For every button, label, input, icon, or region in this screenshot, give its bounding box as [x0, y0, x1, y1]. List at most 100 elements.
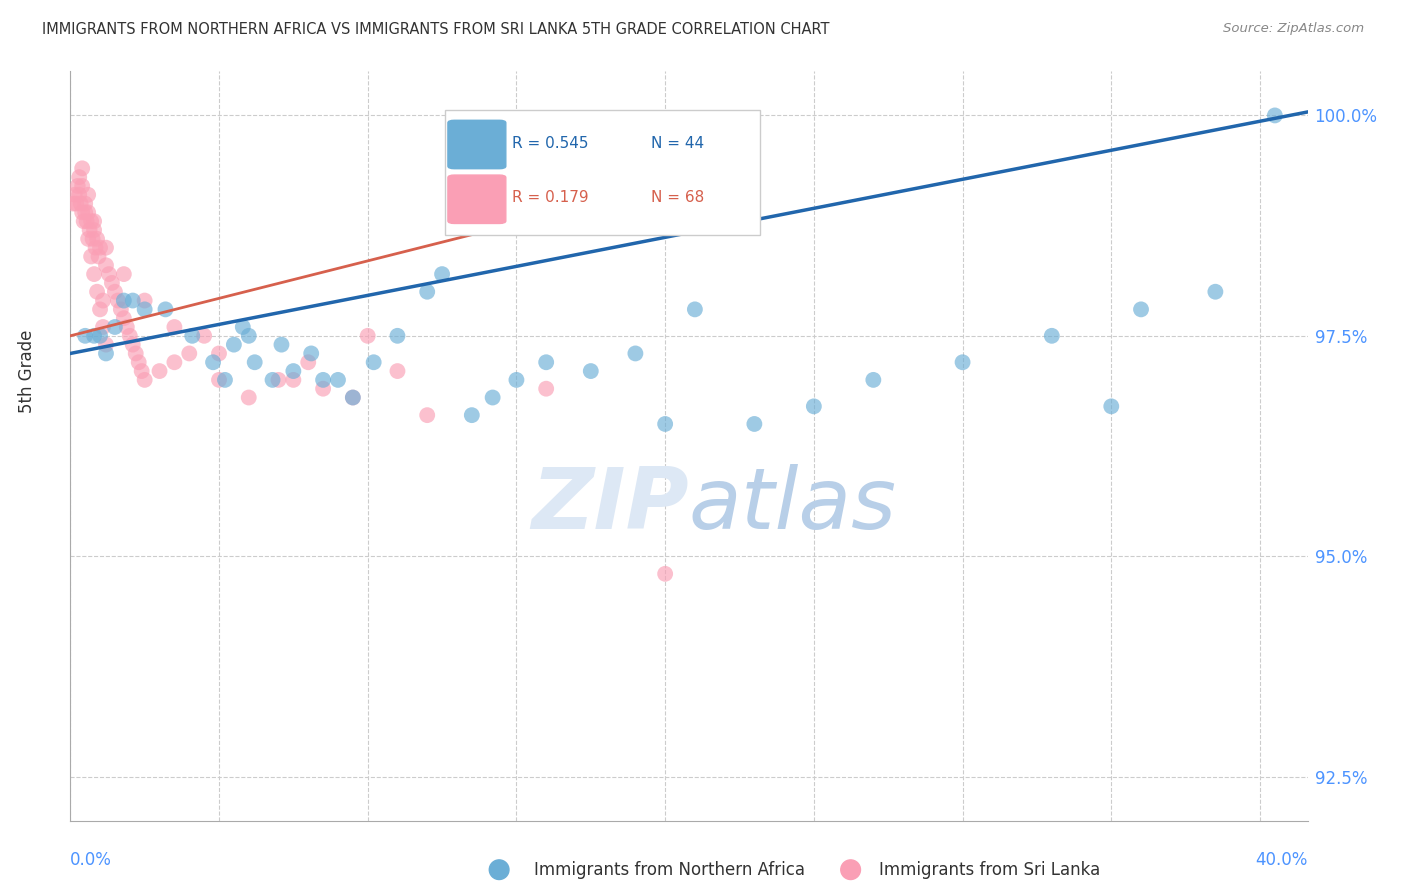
Text: Immigrants from Sri Lanka: Immigrants from Sri Lanka — [879, 861, 1099, 879]
Point — [82, 232, 104, 246]
Point — [75, 196, 97, 211]
Point — [193, 328, 215, 343]
Point — [208, 373, 231, 387]
Point — [624, 346, 647, 360]
Point — [83, 214, 105, 228]
Point — [326, 373, 349, 387]
Point — [202, 355, 225, 369]
Text: R = 0.545: R = 0.545 — [512, 136, 589, 151]
Point — [683, 302, 706, 317]
Point — [862, 373, 884, 387]
Point — [803, 400, 825, 414]
Point — [208, 346, 231, 360]
Point — [134, 373, 156, 387]
Point — [125, 346, 148, 360]
Point — [121, 293, 143, 308]
Point — [94, 241, 117, 255]
Point — [134, 302, 156, 317]
Point — [243, 355, 266, 369]
Point — [148, 364, 170, 378]
Point — [270, 337, 292, 351]
Point — [238, 391, 260, 405]
Point — [283, 373, 305, 387]
Text: IMMIGRANTS FROM NORTHERN AFRICA VS IMMIGRANTS FROM SRI LANKA 5TH GRADE CORRELATI: IMMIGRANTS FROM NORTHERN AFRICA VS IMMIG… — [42, 22, 830, 37]
Point — [262, 373, 284, 387]
Point — [1099, 400, 1122, 414]
Point — [232, 320, 254, 334]
Point — [1040, 328, 1063, 343]
Point — [744, 417, 766, 431]
Point — [75, 328, 97, 343]
Point — [67, 187, 90, 202]
Point — [79, 223, 101, 237]
Point — [222, 337, 245, 351]
Point — [312, 382, 335, 396]
Point — [77, 187, 100, 202]
Point — [91, 293, 114, 308]
Point — [430, 267, 453, 281]
Text: atlas: atlas — [689, 465, 897, 548]
Point — [69, 196, 91, 211]
Point — [89, 241, 111, 255]
FancyBboxPatch shape — [444, 110, 761, 235]
Point — [70, 178, 93, 193]
Point — [342, 391, 364, 405]
Text: N = 68: N = 68 — [651, 191, 704, 205]
Point — [1130, 302, 1153, 317]
Point — [89, 302, 111, 317]
Point — [101, 276, 124, 290]
Text: Source: ZipAtlas.com: Source: ZipAtlas.com — [1223, 22, 1364, 36]
Point — [94, 258, 117, 272]
Point — [297, 355, 319, 369]
Point — [112, 267, 135, 281]
Point — [63, 187, 86, 202]
Point — [94, 337, 117, 351]
Point — [131, 364, 153, 378]
Point — [115, 320, 138, 334]
Point — [121, 337, 143, 351]
Point — [112, 311, 135, 326]
Point — [654, 417, 676, 431]
Point — [65, 196, 87, 211]
Point — [110, 302, 132, 317]
Point — [104, 320, 127, 334]
Point — [70, 161, 93, 176]
Point — [163, 320, 186, 334]
Point — [70, 205, 93, 219]
Point — [654, 566, 676, 581]
Point — [214, 373, 236, 387]
Point — [579, 364, 602, 378]
Point — [299, 346, 322, 360]
Point — [283, 364, 305, 378]
Point — [416, 408, 439, 422]
Point — [73, 214, 96, 228]
Point — [112, 293, 135, 308]
Point — [86, 285, 108, 299]
Point — [357, 328, 380, 343]
Point — [363, 355, 385, 369]
Point — [84, 241, 107, 255]
Point — [91, 320, 114, 334]
Point — [62, 196, 84, 211]
Point — [104, 285, 127, 299]
FancyBboxPatch shape — [449, 175, 506, 224]
Point — [416, 285, 439, 299]
Point — [312, 373, 335, 387]
Point — [238, 328, 260, 343]
Point — [75, 205, 97, 219]
Point — [342, 391, 364, 405]
Point — [481, 391, 503, 405]
Point — [80, 214, 103, 228]
Point — [98, 267, 120, 281]
Point — [952, 355, 974, 369]
Text: R = 0.179: R = 0.179 — [512, 191, 589, 205]
Point — [505, 373, 527, 387]
Point — [267, 373, 290, 387]
Point — [80, 250, 103, 264]
Point — [77, 232, 100, 246]
Point — [387, 328, 409, 343]
Point — [163, 355, 186, 369]
Point — [1204, 285, 1226, 299]
Text: N = 44: N = 44 — [651, 136, 704, 151]
Text: 5th Grade: 5th Grade — [18, 329, 37, 413]
